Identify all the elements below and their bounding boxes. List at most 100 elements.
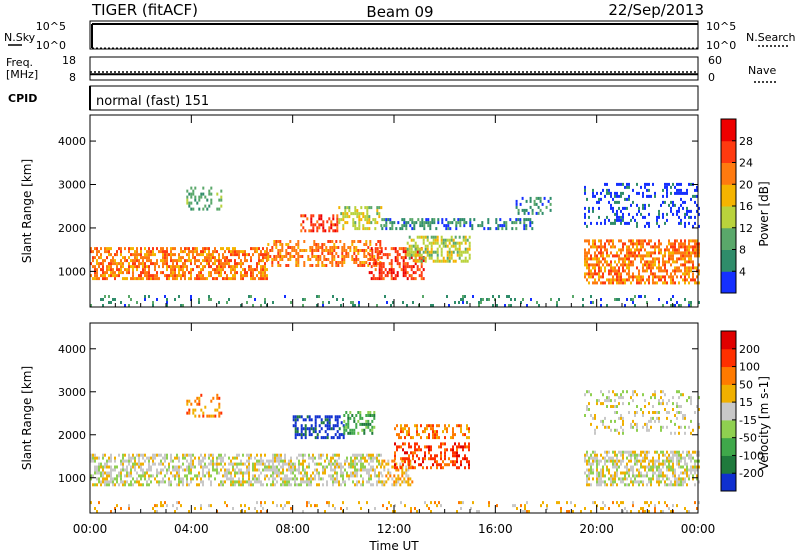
data-cell <box>353 258 356 261</box>
data-cell <box>678 221 680 225</box>
data-cell <box>94 459 96 463</box>
data-cell <box>330 468 332 472</box>
data-cell <box>322 468 324 472</box>
data-cell <box>622 242 624 246</box>
data-cell <box>170 459 172 463</box>
data-cell <box>318 214 321 218</box>
data-cell <box>282 480 284 484</box>
data-cell <box>385 462 388 466</box>
data-cell <box>132 247 134 251</box>
data-cell <box>596 462 598 466</box>
data-cell <box>628 212 630 216</box>
data-cell <box>124 256 126 260</box>
data-cell <box>316 226 319 230</box>
data-cell <box>616 182 618 186</box>
data-cell <box>656 450 658 454</box>
data-cell <box>250 274 252 278</box>
data-cell <box>102 304 104 307</box>
data-cell <box>527 211 530 215</box>
data-cell <box>154 477 156 481</box>
data-cell <box>114 507 116 510</box>
data-cell <box>336 462 338 466</box>
data-cell <box>407 474 410 478</box>
data-cell <box>448 259 451 263</box>
data-cell <box>642 483 644 487</box>
data-cell <box>333 243 336 246</box>
data-cell <box>396 433 398 437</box>
data-cell <box>264 262 266 266</box>
data-cell <box>313 255 316 258</box>
data-cell <box>144 268 146 272</box>
data-cell <box>166 262 168 266</box>
colorbar-frame <box>720 330 737 492</box>
data-cell <box>160 271 162 275</box>
data-cell <box>630 453 632 457</box>
data-cell <box>688 275 690 279</box>
data-cell <box>302 226 305 230</box>
data-cell <box>446 253 449 257</box>
data-cell <box>455 224 458 228</box>
data-cell <box>102 453 104 457</box>
data-cell <box>272 456 274 460</box>
data-cell <box>130 459 132 463</box>
data-cell <box>226 259 228 263</box>
data-cell <box>672 278 674 282</box>
data-cell <box>359 416 362 420</box>
data-cell <box>122 262 124 266</box>
data-cell <box>396 250 399 254</box>
data-cell <box>456 424 458 428</box>
data-cell <box>694 483 696 487</box>
data-cell <box>166 265 168 269</box>
data-cell <box>400 457 402 461</box>
data-cell <box>596 483 598 487</box>
data-cell <box>658 459 660 463</box>
data-cell <box>672 468 674 472</box>
data-cell <box>252 268 254 272</box>
data-cell <box>692 456 694 460</box>
data-cell <box>144 295 146 298</box>
data-cell <box>670 304 672 307</box>
data-cell <box>286 477 288 481</box>
data-cell <box>210 198 213 202</box>
data-cell <box>354 483 356 487</box>
data-cell <box>654 504 656 508</box>
data-cell <box>128 462 130 466</box>
data-cell <box>648 242 650 246</box>
data-cell <box>218 402 221 406</box>
data-cell <box>200 277 202 281</box>
data-cell <box>320 462 322 466</box>
data-cell <box>198 459 200 463</box>
data-cell <box>374 247 377 251</box>
data-cell <box>684 468 686 472</box>
data-cell <box>154 274 156 278</box>
data-cell <box>646 501 648 505</box>
data-cell <box>660 468 662 472</box>
data-cell <box>144 262 146 266</box>
data-cell <box>373 414 376 417</box>
data-cell <box>236 453 238 457</box>
data-cell <box>640 450 642 454</box>
data-cell <box>628 468 630 472</box>
data-cell <box>616 272 618 276</box>
data-cell <box>662 304 664 307</box>
data-cell <box>612 269 614 273</box>
data-cell <box>194 399 197 403</box>
data-cell <box>284 474 286 478</box>
data-cell <box>279 258 282 261</box>
data-cell <box>446 259 449 263</box>
data-cell <box>640 185 642 189</box>
data-cell <box>298 433 301 437</box>
data-cell <box>357 431 360 435</box>
data-cell <box>618 431 620 435</box>
data-cell <box>136 453 138 457</box>
data-cell <box>402 442 404 446</box>
data-cell <box>426 466 428 470</box>
data-cell <box>98 480 100 484</box>
data-cell <box>403 471 406 475</box>
data-cell <box>160 459 162 463</box>
data-cell <box>598 480 600 484</box>
data-cell <box>361 261 364 264</box>
data-cell <box>226 247 228 251</box>
data-cell <box>329 252 332 255</box>
data-cell <box>192 247 194 251</box>
